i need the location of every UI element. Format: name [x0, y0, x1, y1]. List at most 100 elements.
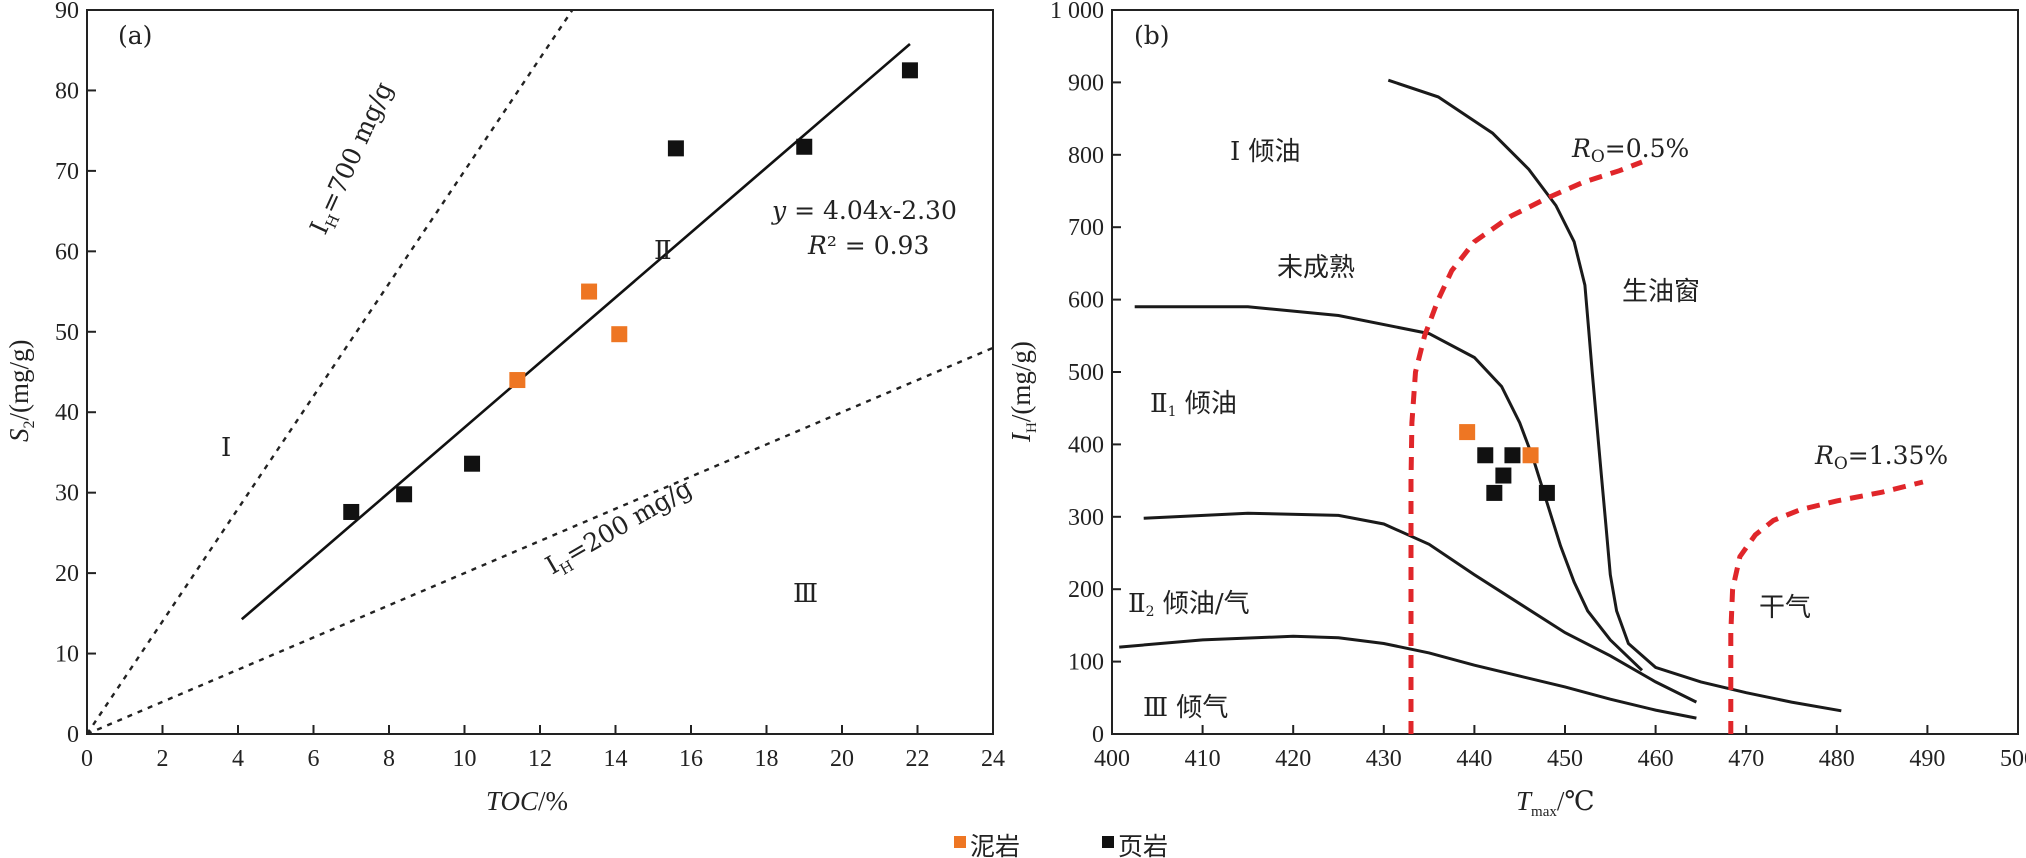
- x-axis-title-a: TOC/%: [486, 786, 568, 816]
- mudstone-point: [581, 283, 598, 300]
- y-tick-label-a: 0: [67, 722, 79, 748]
- fit-equation: y = 4.04x-2.30: [771, 196, 957, 225]
- x-tick-label-a: 12: [528, 746, 552, 772]
- panel-b-ticks: 400 410 420 430 440 450 460 470 480 490 500 0 100 200…: [1050, 0, 2026, 772]
- ro-135-label: RO=1.35%: [1814, 441, 1948, 474]
- x-tick-label-b: 450: [1547, 746, 1583, 772]
- y-tick-label-b: 800: [1068, 143, 1104, 169]
- x-tick-label-a: 16: [679, 746, 703, 772]
- y-tick-label-a: 80: [55, 78, 79, 104]
- ih-reference-line: [87, 346, 993, 734]
- mudstone-point: [1459, 424, 1476, 441]
- region-label-ii1-oil: Ⅱ1 倾油: [1150, 389, 1237, 420]
- y-tick-label-a: 50: [55, 320, 79, 346]
- ro-05-label: RO=0.5%: [1571, 134, 1689, 167]
- x-tick-label-a: 22: [906, 746, 930, 772]
- y-tick-label-a: 60: [55, 239, 79, 265]
- shale-point: [1538, 484, 1555, 501]
- shale-point: [1486, 484, 1503, 501]
- ro-maturity-curve: [1728, 479, 1924, 734]
- panel-a-points: [343, 62, 918, 520]
- fit-line: [240, 43, 911, 621]
- x-tick-label-b: 410: [1185, 746, 1221, 772]
- x-tick-label-b: 500: [2000, 746, 2026, 772]
- x-tick-label-b: 470: [1728, 746, 1764, 772]
- panel-a-label: (a): [118, 21, 152, 50]
- y-tick-label-b: 200: [1068, 577, 1104, 603]
- x-tick-label-a: 14: [604, 746, 628, 772]
- y-tick-label-b: 700: [1068, 215, 1104, 241]
- x-tick-label-a: 18: [755, 746, 779, 772]
- shale-point: [667, 140, 684, 157]
- ro-maturity-curve: [1408, 159, 1643, 734]
- region-label-ii2-oil-gas: Ⅱ2 倾油/气: [1128, 589, 1250, 620]
- y-tick-label-b: 600: [1068, 288, 1104, 314]
- x-tick-label-a: 8: [383, 746, 395, 772]
- ih-reference-line: [87, 10, 574, 734]
- x-tick-label-a: 4: [232, 746, 244, 772]
- x-tick-label-b: 430: [1366, 746, 1402, 772]
- legend-swatch-shale: [1102, 836, 1114, 848]
- x-axis-title-b: Tmax/℃: [1516, 786, 1595, 820]
- shale-point: [396, 486, 413, 503]
- region-label-type-i: Ⅰ: [221, 433, 231, 463]
- y-tick-label-b: 500: [1068, 360, 1104, 386]
- fit-r2: R² = 0.93: [807, 231, 929, 260]
- y-tick-label-a: 90: [55, 0, 79, 24]
- x-tick-label-a: 20: [830, 746, 854, 772]
- ih700-label: IH=700 mg/g: [304, 77, 402, 240]
- x-tick-label-a: 24: [981, 746, 1005, 772]
- y-tick-label-a: 20: [55, 561, 79, 587]
- x-tick-label-a: 0: [81, 746, 93, 772]
- y-tick-label-b: 300: [1068, 505, 1104, 531]
- mudstone-point: [1522, 447, 1539, 464]
- panel-b-frame: [1111, 9, 2019, 735]
- y-axis-title-b: IH/(mg/g): [1006, 341, 1040, 443]
- panel-a-fit-line-group: [240, 43, 911, 621]
- kerogen-boundary-curve: [1387, 78, 1842, 713]
- panel-a-frame: [86, 9, 994, 735]
- region-label-dry-gas: 干气: [1759, 593, 1811, 623]
- mudstone-point: [611, 326, 628, 343]
- x-tick-label-b: 490: [1909, 746, 1945, 772]
- panel-b-ih-tmax: (b) 400 410 420 430 440 450 460 470 480 490 500 0 10…: [1006, 0, 2026, 820]
- x-tick-label-b: 480: [1819, 746, 1855, 772]
- region-label-iii-gas: Ⅲ 倾气: [1143, 693, 1228, 723]
- legend-swatch-mudstone: [954, 836, 966, 848]
- panel-a-tmax-scatter: (a) 0 2 4 6 8 10 12 14 16 18 20 22 24010203040506070…: [4, 0, 1005, 816]
- shale-point: [464, 455, 481, 472]
- x-tick-label-b: 440: [1456, 746, 1492, 772]
- shale-point: [343, 503, 360, 520]
- region-label-type-iii: Ⅲ: [793, 579, 818, 609]
- shale-point: [1477, 447, 1494, 464]
- kerogen-boundary-curve: [1134, 305, 1644, 672]
- kerogen-boundary-curve: [1143, 511, 1698, 704]
- region-label-type-ii: Ⅱ: [654, 236, 672, 266]
- shale-point: [796, 138, 813, 155]
- y-tick-label-b: 100: [1068, 650, 1104, 676]
- shale-point: [901, 62, 918, 79]
- panel-b-ro-curves: [1408, 159, 1924, 734]
- kerogen-boundary-curve: [1119, 634, 1697, 720]
- y-tick-label-a: 70: [55, 159, 79, 185]
- shale-point: [1495, 467, 1512, 484]
- region-label-immature: 未成熟: [1277, 253, 1355, 283]
- x-tick-label-b: 400: [1094, 746, 1130, 772]
- region-label-oil-window: 生油窗: [1622, 277, 1700, 307]
- region-label-i-oil: Ⅰ 倾油: [1230, 137, 1301, 167]
- panel-b-points: [1459, 424, 1555, 501]
- y-tick-label-b: 1 000: [1050, 0, 1104, 24]
- y-tick-label-a: 40: [55, 400, 79, 426]
- y-axis-title-a: S2/(mg/g): [4, 340, 38, 443]
- x-tick-label-b: 460: [1638, 746, 1674, 772]
- mudstone-point: [509, 372, 526, 389]
- x-tick-label-a: 2: [157, 746, 169, 772]
- x-tick-label-a: 10: [453, 746, 477, 772]
- panel-a-reference-lines: [87, 10, 993, 734]
- y-tick-label-b: 900: [1068, 70, 1104, 96]
- ih200-label: IH=200 mg/g: [541, 473, 699, 583]
- legend-label-shale: 页岩: [1118, 832, 1168, 858]
- panel-b-boundary-curves: [1119, 78, 1842, 720]
